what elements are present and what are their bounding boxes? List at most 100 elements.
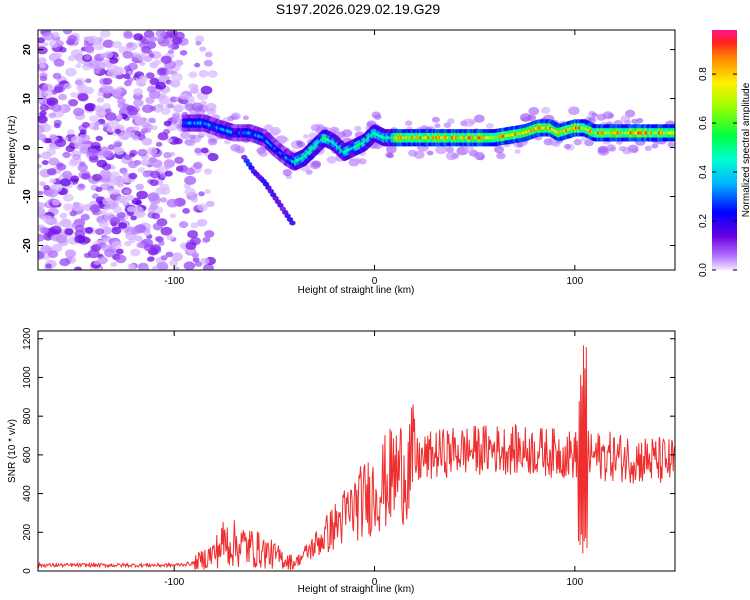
heatmap-cell: [52, 199, 61, 206]
heatmap-cell: [336, 131, 346, 139]
heatmap-cell: [151, 125, 158, 131]
heatmap-cell: [178, 221, 189, 229]
heatmap-cell: [184, 103, 195, 111]
heatmap-cell: [45, 263, 52, 269]
heatmap-cell: [93, 260, 101, 266]
heatmap-cell: [73, 107, 85, 117]
heatmap-cell: [141, 121, 150, 129]
heatmap-cell: [207, 153, 219, 162]
heatmap-cell: [191, 102, 204, 112]
heatmap-cell: [155, 236, 164, 243]
heatmap-cell: [79, 129, 87, 135]
heatmap-cell: [190, 197, 198, 203]
heatmap-cell: [145, 72, 155, 79]
heatmap-cell: [159, 183, 170, 191]
heatmap-cell: [112, 206, 123, 214]
heatmap-cell: [194, 147, 203, 154]
heatmap-cell: [172, 36, 183, 45]
heatmap-cell: [123, 189, 131, 194]
heatmap-cell: [205, 102, 217, 112]
heatmap-cell: [46, 97, 59, 106]
colorbar-ticks: 0.0 0.2 0.4 0.6 0.8: [698, 67, 737, 277]
heatmap-cell: [101, 226, 113, 235]
heatmap-cell: [148, 35, 157, 43]
heatmap-cell: [40, 245, 52, 254]
heatmap-cell: [199, 46, 207, 52]
heatmap-cell: [72, 201, 80, 208]
heatmap-cell: [140, 159, 150, 167]
heatmap-cell: [49, 178, 57, 184]
heatmap-cell: [157, 132, 169, 141]
heatmap-cell: [485, 123, 494, 129]
heatmap-cell: [445, 151, 458, 161]
heatmap-cell: [79, 161, 86, 167]
heatmap-cell: [160, 255, 168, 261]
heatmap-cell: [140, 128, 148, 134]
heatmap-cell: [528, 107, 540, 116]
heatmap-cell: [115, 248, 124, 255]
heatmap-cell: [112, 41, 122, 49]
heatmap-cell: [46, 188, 59, 198]
heatmap-cell: [70, 92, 78, 98]
spectrogram-y-axis-label: Frequency (Hz): [7, 116, 18, 185]
heatmap-cell: [155, 141, 163, 147]
heatmap-cell: [102, 122, 110, 128]
heatmap-cell: [56, 163, 67, 171]
y-tick-label: 800: [22, 407, 33, 424]
heatmap-cell: [196, 218, 208, 227]
heatmap-cell: [188, 71, 198, 78]
x-tick-label: 0: [372, 276, 378, 287]
heatmap-cell: [624, 109, 636, 118]
heatmap-cell: [205, 200, 215, 208]
snr-y-ticks: 0 200 400 600 800 1000 1200: [22, 327, 675, 574]
heatmap-cell: [155, 81, 167, 90]
heatmap-cell: [135, 183, 145, 191]
colorbar-label: Normalized spectral amplitude: [741, 82, 750, 217]
heatmap-cell: [62, 151, 71, 158]
heatmap-cell: [672, 127, 675, 132]
heatmap-cell: [62, 203, 74, 211]
spectrogram-heatmap: [38, 30, 675, 270]
heatmap-cell: [326, 156, 337, 164]
heatmap-cell: [146, 49, 153, 55]
heatmap-cell: [87, 249, 100, 259]
heatmap-cell: [197, 203, 208, 212]
heatmap-cell: [464, 145, 475, 154]
heatmap-cell: [130, 248, 141, 257]
heatmap-cell: [58, 93, 68, 101]
heatmap-cell: [116, 97, 126, 105]
heatmap-cell: [541, 106, 551, 114]
heatmap-cell: [194, 261, 203, 267]
heatmap-cell: [172, 104, 184, 113]
heatmap-cell: [609, 146, 616, 152]
heatmap-cell: [48, 157, 60, 166]
heatmap-cell: [445, 146, 454, 153]
heatmap-cell: [74, 142, 84, 150]
heatmap-cell: [269, 128, 280, 136]
heatmap-cell: [100, 30, 111, 38]
heatmap-cell: [139, 75, 147, 81]
spectrogram-frame: [37, 29, 676, 271]
heatmap-cell: [155, 36, 164, 42]
heatmap-cell: [151, 212, 161, 220]
heatmap-cell: [74, 266, 82, 270]
heatmap-cell: [39, 63, 47, 69]
heatmap-cell: [93, 69, 101, 74]
heatmap-cell: [55, 40, 64, 47]
heatmap-cell: [84, 102, 97, 112]
heatmap-cell: [123, 73, 131, 80]
heatmap-cell: [584, 139, 594, 147]
heatmap-cell: [89, 115, 99, 122]
heatmap-cell: [568, 106, 580, 115]
figure-title: S197.2026.029.02.19.G29: [276, 1, 440, 17]
heatmap-cell: [76, 83, 88, 92]
heatmap-cell: [125, 41, 138, 51]
heatmap-cell: [160, 197, 168, 203]
snr-chart: -100 0 100 0 200 400 600 800 1000 1200 Height of…: [7, 327, 676, 595]
heatmap-cell: [167, 103, 174, 109]
heatmap-cell: [248, 165, 255, 171]
heatmap-cell: [160, 107, 171, 116]
heatmap-cell: [185, 241, 197, 250]
heatmap-cell: [431, 116, 440, 123]
heatmap-cell: [119, 195, 130, 204]
